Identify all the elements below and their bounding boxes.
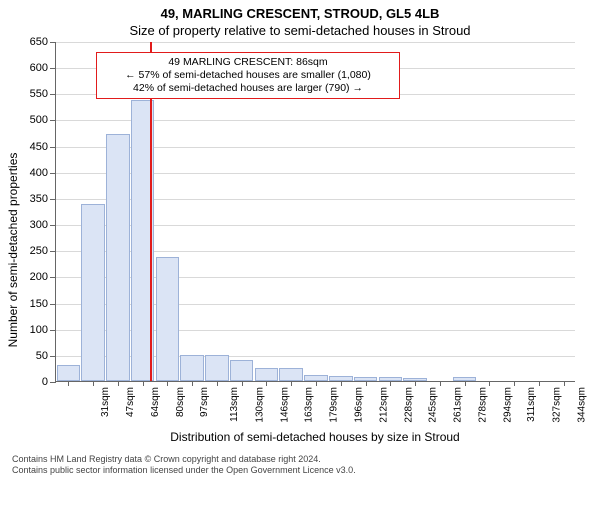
gridline <box>56 42 575 43</box>
y-axis-label: Number of semi-detached properties <box>6 153 20 348</box>
annotation-line: 42% of semi-detached houses are larger (… <box>103 82 393 95</box>
x-tick <box>539 381 540 386</box>
x-tick-label: 163sqm <box>304 387 315 423</box>
annotation-line: ← 57% of semi-detached houses are smalle… <box>103 69 393 82</box>
x-tick <box>440 381 441 386</box>
y-tick-label: 300 <box>30 219 56 231</box>
x-tick <box>291 381 292 386</box>
x-tick-label: 179sqm <box>329 387 340 423</box>
bar <box>180 355 204 381</box>
x-tick-label: 196sqm <box>354 387 365 423</box>
bar <box>279 368 303 381</box>
x-tick-label: 327sqm <box>552 387 563 423</box>
y-tick-label: 100 <box>30 324 56 336</box>
bar <box>156 257 180 381</box>
x-tick <box>242 381 243 386</box>
x-tick <box>465 381 466 386</box>
x-tick <box>192 381 193 386</box>
x-tick <box>366 381 367 386</box>
y-tick-label: 600 <box>30 62 56 74</box>
x-tick <box>564 381 565 386</box>
x-tick <box>390 381 391 386</box>
x-tick <box>316 381 317 386</box>
x-tick-label: 130sqm <box>255 387 266 423</box>
bar <box>57 365 81 381</box>
x-tick-label: 97sqm <box>199 387 210 417</box>
x-tick <box>217 381 218 386</box>
x-tick <box>514 381 515 386</box>
x-tick-label: 294sqm <box>502 387 513 423</box>
y-tick-label: 500 <box>30 114 56 126</box>
x-tick-label: 146sqm <box>279 387 290 423</box>
footer: Contains HM Land Registry data © Crown c… <box>12 454 600 477</box>
x-tick-label: 212sqm <box>378 387 389 423</box>
bar <box>81 204 105 381</box>
x-tick <box>489 381 490 386</box>
x-tick-label: 47sqm <box>125 387 136 417</box>
x-tick-label: 278sqm <box>477 387 488 423</box>
x-tick-label: 261sqm <box>453 387 464 423</box>
page-subtitle: Size of property relative to semi-detach… <box>0 23 600 38</box>
x-tick-label: 311sqm <box>526 387 537 422</box>
y-tick-label: 450 <box>30 141 56 153</box>
x-tick <box>118 381 119 386</box>
x-tick <box>415 381 416 386</box>
x-tick-label: 31sqm <box>100 387 111 417</box>
x-tick-label: 80sqm <box>175 387 186 417</box>
chart-container: Number of semi-detached properties 05010… <box>55 42 575 444</box>
annotation-line: 49 MARLING CRESCENT: 86sqm <box>103 56 393 69</box>
x-axis-label: Distribution of semi-detached houses by … <box>55 430 575 444</box>
annotation-box: 49 MARLING CRESCENT: 86sqm← 57% of semi-… <box>96 52 400 99</box>
y-tick-label: 350 <box>30 193 56 205</box>
y-tick-label: 650 <box>30 36 56 48</box>
y-tick-label: 150 <box>30 298 56 310</box>
bar <box>205 355 229 381</box>
page-title: 49, MARLING CRESCENT, STROUD, GL5 4LB <box>0 6 600 21</box>
x-tick <box>167 381 168 386</box>
y-tick-label: 550 <box>30 88 56 100</box>
y-tick-label: 400 <box>30 167 56 179</box>
x-tick-label: 228sqm <box>403 387 414 423</box>
x-tick <box>68 381 69 386</box>
x-tick-label: 64sqm <box>150 387 161 417</box>
y-tick-label: 0 <box>42 376 56 388</box>
x-tick <box>143 381 144 386</box>
bar <box>230 360 254 381</box>
bar <box>106 134 130 381</box>
footer-line-2: Contains public sector information licen… <box>12 465 600 476</box>
y-tick-label: 250 <box>30 245 56 257</box>
y-tick-label: 200 <box>30 271 56 283</box>
x-tick-label: 344sqm <box>576 387 587 423</box>
x-tick-label: 245sqm <box>428 387 439 423</box>
y-tick-label: 50 <box>36 350 56 362</box>
footer-line-1: Contains HM Land Registry data © Crown c… <box>12 454 600 465</box>
plot-area: 0501001502002503003504004505005506006503… <box>55 42 575 382</box>
x-tick <box>341 381 342 386</box>
x-tick <box>266 381 267 386</box>
x-tick-label: 113sqm <box>229 387 240 422</box>
bar <box>255 368 279 381</box>
x-tick <box>93 381 94 386</box>
